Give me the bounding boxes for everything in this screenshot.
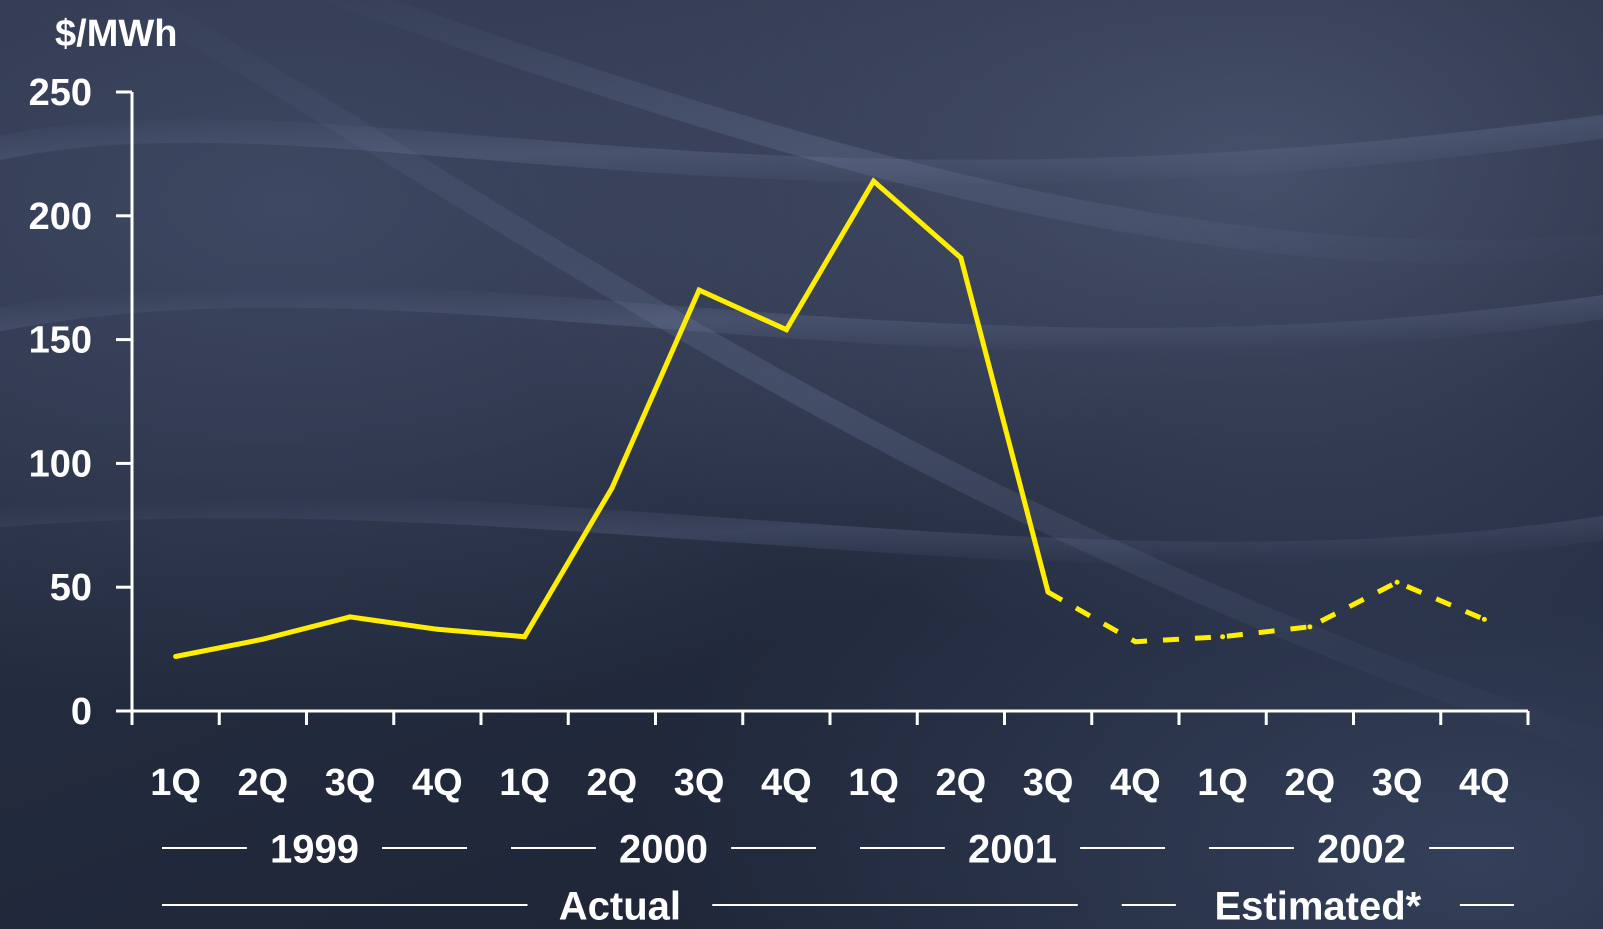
data-point: [1394, 579, 1400, 585]
axes: [116, 92, 1528, 713]
x-tick-label: 4Q: [1110, 762, 1161, 804]
data-point: [1132, 639, 1138, 645]
period-label: Actual: [559, 884, 681, 928]
period-label: Estimated*: [1215, 884, 1422, 928]
year-labels: 1999 2000 2001 2002: [162, 827, 1514, 871]
data-point: [871, 178, 877, 184]
year-label: 2001: [968, 827, 1057, 871]
x-tick-label: 3Q: [1372, 762, 1423, 804]
y-tick-label: 150: [29, 320, 92, 362]
y-axis-label: $/MWh: [55, 13, 177, 55]
y-tick-label: 200: [29, 196, 92, 238]
y-tick-label: 250: [29, 72, 92, 114]
data-point: [696, 287, 702, 293]
actual-series-line: [175, 177, 1051, 659]
data-point: [783, 327, 789, 333]
x-tick-label: 4Q: [1459, 762, 1510, 804]
data-point: [1307, 624, 1313, 630]
y-tick-label: 50: [50, 567, 92, 609]
year-label: 2002: [1317, 827, 1406, 871]
x-tick-label: 4Q: [761, 762, 812, 804]
y-axis-ticks: 0 50 100 150 200 250: [29, 72, 132, 733]
data-point: [1045, 589, 1051, 595]
x-axis-ticks: 1Q 2Q 3Q 4Q 1Q 2Q 3Q 4Q 1Q 2Q 3Q 4Q 1Q 2Q 3Q 4Q: [130, 711, 1530, 804]
data-point: [173, 654, 179, 660]
year-label: 1999: [270, 827, 359, 871]
x-tick-label: 3Q: [325, 762, 376, 804]
x-tick-label: 2Q: [936, 762, 987, 804]
x-tick-label: 1Q: [150, 762, 201, 804]
data-point: [958, 255, 964, 261]
data-point: [1481, 616, 1487, 622]
x-tick-label: 1Q: [1197, 762, 1248, 804]
x-tick-label: 1Q: [499, 762, 550, 804]
x-tick-label: 3Q: [674, 762, 725, 804]
x-tick-label: 2Q: [587, 762, 638, 804]
x-tick-label: 4Q: [412, 762, 463, 804]
data-point: [434, 626, 440, 632]
y-tick-label: 0: [71, 691, 92, 733]
x-tick-label: 2Q: [238, 762, 289, 804]
y-tick-label: 100: [29, 443, 92, 485]
period-labels: Actual Estimated*: [162, 884, 1514, 928]
x-tick-label: 2Q: [1285, 762, 1336, 804]
data-point: [1220, 634, 1226, 640]
data-point: [609, 485, 615, 491]
series-layer: [173, 177, 1487, 660]
data-point: [260, 636, 266, 642]
year-label: 2000: [619, 827, 708, 871]
x-tick-label: 1Q: [848, 762, 899, 804]
background-streaks: [0, 0, 1603, 758]
data-point: [522, 634, 528, 640]
data-point: [347, 614, 353, 620]
estimated-series-line: [1046, 579, 1486, 645]
x-tick-label: 3Q: [1023, 762, 1074, 804]
